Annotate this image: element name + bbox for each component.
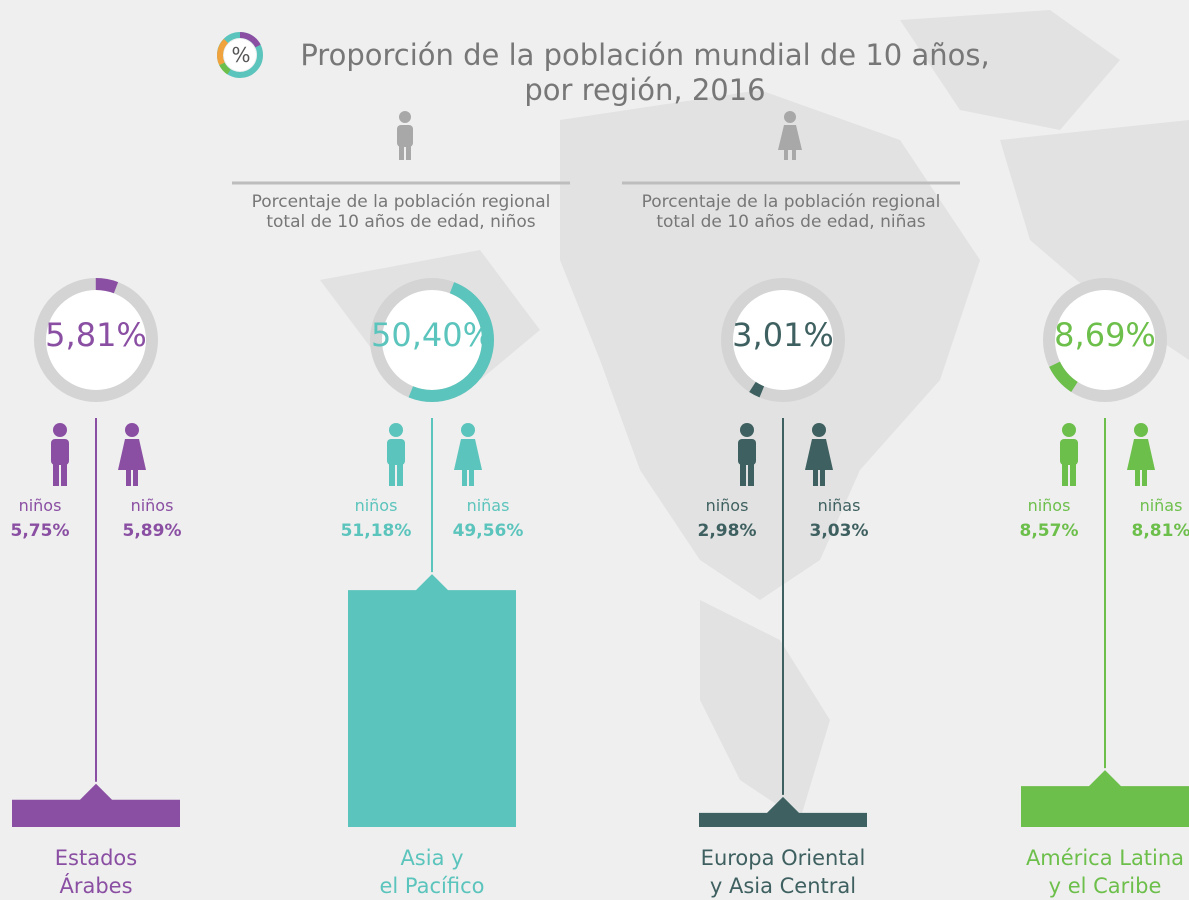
girl-icon	[118, 439, 146, 470]
boy-icon	[53, 423, 67, 437]
girl-label: niñas	[466, 496, 510, 515]
boy-icon	[389, 423, 403, 437]
region-label: Asia y el Pacífico	[379, 846, 485, 898]
header-icon	[217, 31, 263, 78]
region-label: América Latina y el Caribe	[1025, 846, 1185, 898]
girl-icon	[1127, 439, 1155, 470]
girl-icon	[1142, 468, 1147, 486]
girl-icon	[126, 468, 131, 486]
donut-value: 5,81%	[45, 316, 147, 354]
boy-value: 51,18%	[340, 521, 412, 541]
boy-icon	[738, 439, 756, 465]
boy-icon	[61, 460, 67, 486]
boy-label: niños	[705, 496, 749, 515]
donut-value: 8,69%	[1054, 316, 1156, 354]
girl-label: niñas	[817, 496, 861, 515]
boy-icon	[748, 460, 754, 486]
girl-icon	[133, 468, 138, 486]
bar	[699, 796, 867, 827]
boy-icon	[1062, 460, 1068, 486]
legend-icons	[232, 111, 960, 185]
donut-value: 50,40%	[370, 316, 493, 354]
boy-label: niños	[18, 496, 62, 515]
region-label: Europa Oriental y Asia Central	[700, 846, 866, 898]
region-label: Estados Árabes	[54, 846, 138, 898]
boy-icon	[1070, 460, 1076, 486]
girl-value: 3,03%	[809, 521, 869, 541]
boy-label: niños	[1027, 496, 1071, 515]
boy-icon	[1062, 423, 1076, 437]
girl-icon	[1135, 468, 1140, 486]
boy-icon	[389, 460, 395, 486]
legend-label: Porcentaje de la población regional tota…	[251, 192, 551, 233]
girl-icon	[1134, 423, 1148, 437]
girl-label: niñas	[1139, 496, 1183, 515]
girl-icon	[461, 423, 475, 437]
donut-track	[1043, 278, 1167, 402]
girl-icon	[462, 468, 467, 486]
girl-icon	[454, 439, 482, 470]
boy-value: 2,98%	[697, 521, 757, 541]
girl-icon	[812, 423, 826, 437]
boy-icon	[740, 423, 754, 437]
boy-label: niños	[354, 496, 398, 515]
boy-icon	[397, 460, 403, 486]
boy-value: 8,57%	[1019, 521, 1079, 541]
boy-icon	[51, 439, 69, 465]
boy-icon	[387, 439, 405, 465]
bar	[12, 783, 180, 827]
girl-icon	[820, 468, 825, 486]
donut-track	[721, 278, 845, 402]
boy-icon	[740, 460, 746, 486]
girl-icon	[125, 423, 139, 437]
donut-value: 3,01%	[732, 316, 834, 354]
legend-label: Porcentaje de la población regional tota…	[641, 192, 941, 233]
chart-title: Proporción de la población mundial de 10…	[300, 38, 990, 107]
boy-icon	[1060, 439, 1078, 465]
girl-value: 8,81%	[1131, 521, 1189, 541]
icon-label: %	[231, 43, 251, 67]
bar	[348, 574, 516, 827]
girl-label: niños	[130, 496, 174, 515]
girl-icon	[813, 468, 818, 486]
girl-icon	[805, 439, 833, 470]
girl-value: 5,89%	[122, 521, 182, 541]
girl-icon	[469, 468, 474, 486]
donut-arc	[34, 278, 158, 402]
boy-value: 5,75%	[10, 521, 70, 541]
donut-arc	[370, 278, 494, 402]
girl-value: 49,56%	[452, 521, 524, 541]
bar	[1021, 770, 1189, 827]
boy-icon	[53, 460, 59, 486]
